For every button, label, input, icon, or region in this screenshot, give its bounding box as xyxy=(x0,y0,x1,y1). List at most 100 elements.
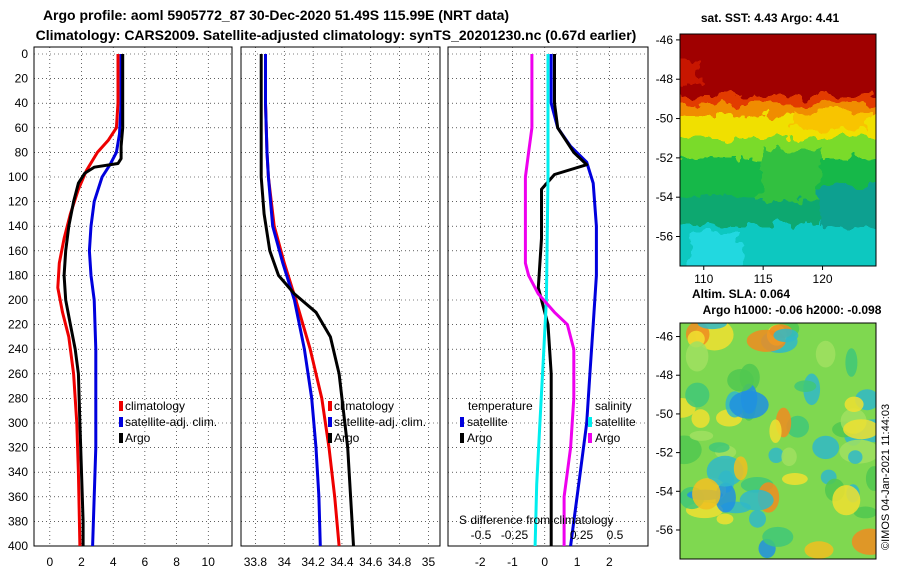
sla-field-image xyxy=(680,323,876,559)
legend-label-sal-argo: Argo xyxy=(595,431,621,445)
sla-blob xyxy=(843,419,876,440)
title-line-2: Climatology: CARS2009. Satellite-adjuste… xyxy=(36,27,637,43)
s-tick-label: -0.5 xyxy=(471,528,492,542)
sla-blob xyxy=(727,369,754,392)
x-tick-label: 34.2 xyxy=(301,555,325,569)
depth-tick-label: 300 xyxy=(8,416,28,430)
lat-tick-label: -56 xyxy=(656,523,674,537)
x-tick-label: 34.6 xyxy=(359,555,383,569)
sst-map-panel: sat. SST: 4.43 Argo: 4.41 -46 -48 -50 -52 -5… xyxy=(656,11,877,286)
depth-tick-label: 20 xyxy=(15,72,29,86)
depth-tick-label: 200 xyxy=(8,293,28,307)
sla-latitude-tick-labels: -46 -48 -50 -52 -54 -56 xyxy=(656,330,680,537)
sla-map-title-1: Altim. SLA: 0.064 xyxy=(692,287,790,301)
lon-tick-label: 110 xyxy=(694,272,713,286)
sla-blob xyxy=(812,435,840,460)
legend-label-satellite-adj: satellite-adj. clim. xyxy=(125,415,217,429)
series-line-argo xyxy=(62,54,125,546)
depth-tick-label: 0 xyxy=(21,47,28,61)
series-line-salinity-argo xyxy=(523,54,576,546)
depth-tick-label: 240 xyxy=(8,342,28,356)
sla-blob xyxy=(685,382,710,408)
lat-tick-label: -48 xyxy=(656,72,674,86)
sla-blob xyxy=(844,396,864,412)
sst-field-image xyxy=(680,34,876,266)
depth-tick-label: 360 xyxy=(8,490,28,504)
x-tick-label: 34.4 xyxy=(330,555,354,569)
series-line-satellite-adj-clim- xyxy=(87,54,123,547)
lon-tick-label: 115 xyxy=(754,272,773,286)
difference-salinity-legend: salinity satellite Argo xyxy=(588,399,636,445)
sla-blob xyxy=(716,513,734,525)
sla-blob xyxy=(786,415,809,438)
difference-tick-labels: -2 -1 0 1 2 xyxy=(475,555,613,569)
x-tick-label: 2 xyxy=(78,555,85,569)
legend-label-sal-satellite: satellite xyxy=(595,415,636,429)
lat-tick-label: -50 xyxy=(656,407,674,421)
x-tick-label: 0 xyxy=(46,555,53,569)
lat-tick-label: -52 xyxy=(656,151,674,165)
difference-temperature-legend: temperature satellite Argo xyxy=(460,399,533,445)
salinity-plot-frame xyxy=(240,46,441,547)
sla-blob xyxy=(865,466,876,491)
series-line-argo xyxy=(259,54,355,547)
salinity-profile-panel: 33.8 34 34.2 34.4 34.6 34.8 35 climatology sat… xyxy=(240,46,441,569)
temperature-gridlines xyxy=(34,47,232,547)
depth-tick-label: 140 xyxy=(8,219,28,233)
sla-map-title-2: Argo h1000: -0.06 h2000: -0.098 xyxy=(703,303,882,317)
series-line-salinity-satellite xyxy=(533,54,550,547)
sla-blob xyxy=(685,341,709,372)
lat-tick-label: -54 xyxy=(656,190,674,204)
sla-blob xyxy=(739,489,774,511)
x-tick-label: -2 xyxy=(475,555,486,569)
sst-map-frame xyxy=(679,33,877,267)
sla-blob xyxy=(851,528,876,555)
x-tick-label: 2 xyxy=(606,555,613,569)
temperature-legend: climatology satellite-adj. clim. Argo xyxy=(119,399,217,445)
s-difference-axis-title: S difference from climatology xyxy=(459,513,614,527)
temperature-tick-labels: 0 2 4 6 8 10 xyxy=(46,555,215,569)
legend-heading-temperature: temperature xyxy=(468,399,533,413)
sla-blob xyxy=(692,478,721,510)
sla-blob xyxy=(804,541,834,559)
lon-tick-label: 120 xyxy=(813,272,833,286)
legend-label-temp-argo: Argo xyxy=(467,431,493,445)
lat-tick-label: -56 xyxy=(656,230,674,244)
legend-label-satellite-adj: satellite-adj. clim. xyxy=(334,415,426,429)
s-tick-label: -0.25 xyxy=(501,528,529,542)
salinity-legend: climatology satellite-adj. clim. Argo xyxy=(328,399,426,445)
sla-map-frame xyxy=(679,322,877,560)
series-line-temperature-argo xyxy=(536,54,589,546)
salinity-series-lines xyxy=(259,54,355,547)
sla-blob xyxy=(848,450,863,464)
sla-blob xyxy=(782,473,808,485)
legend-swatch-satellite-adj xyxy=(328,417,332,427)
legend-swatch-climatology xyxy=(328,401,332,411)
x-tick-label: 34 xyxy=(278,555,292,569)
lat-tick-label: -48 xyxy=(656,368,674,382)
x-tick-label: 34.8 xyxy=(388,555,412,569)
depth-tick-label: 120 xyxy=(8,195,28,209)
series-line-climatology xyxy=(56,54,120,547)
sla-blob xyxy=(749,510,766,528)
legend-heading-salinity: salinity xyxy=(595,399,632,413)
legend-label-climatology: climatology xyxy=(334,399,394,413)
sla-blob xyxy=(794,380,817,393)
sst-latitude-tick-labels: -46 -48 -50 -52 -54 -56 xyxy=(656,33,680,244)
sla-blob xyxy=(762,526,794,547)
legend-label-argo: Argo xyxy=(125,431,151,445)
depth-tick-label: 100 xyxy=(8,170,28,184)
sla-map-panel: Altim. SLA: 0.064 Argo h1000: -0.06 h200… xyxy=(656,287,882,560)
depth-tick-label: 40 xyxy=(15,96,29,110)
imos-timestamp: ©IMOS 04-Jan-2021 11:44:03 xyxy=(880,404,892,550)
legend-swatch-climatology xyxy=(119,401,123,411)
x-tick-label: 10 xyxy=(202,555,216,569)
salinity-gridlines xyxy=(241,47,440,547)
sla-blob xyxy=(845,348,858,377)
x-tick-label: 8 xyxy=(173,555,180,569)
x-tick-label: 0 xyxy=(541,555,548,569)
sla-blob xyxy=(769,419,782,444)
sla-blob xyxy=(691,409,710,428)
s-difference-tick-labels: -0.5 -0.25 0.25 0.5 xyxy=(471,528,624,542)
